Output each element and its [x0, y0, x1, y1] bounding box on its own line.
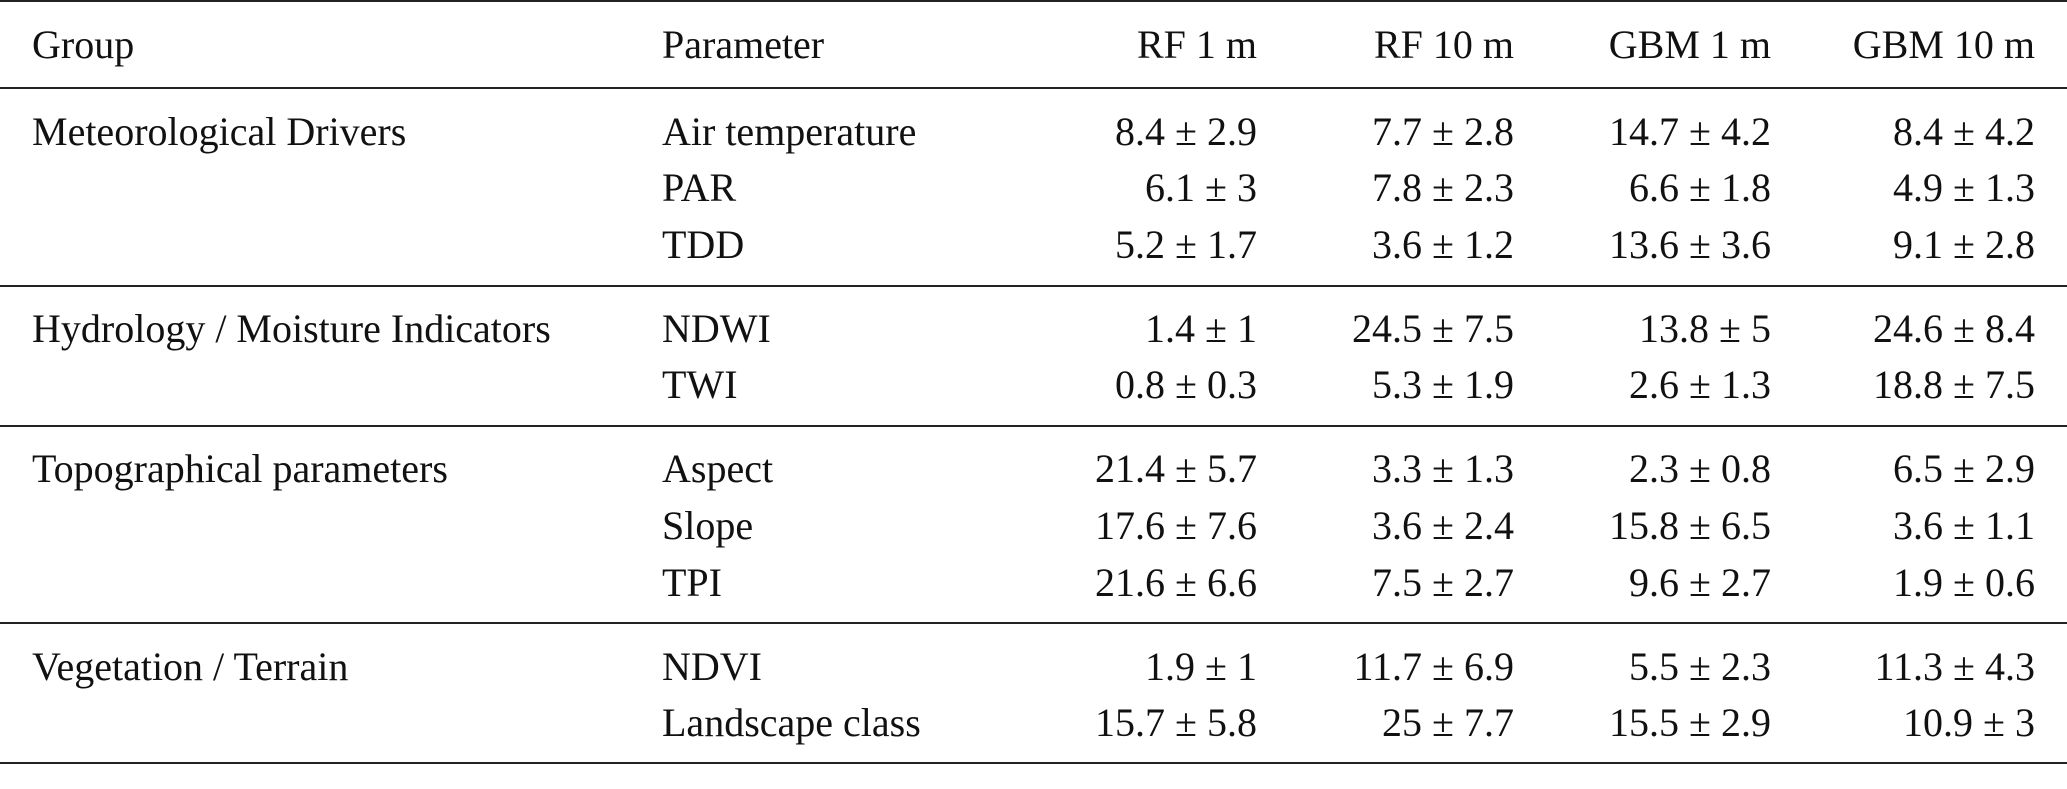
value-cell: 6.1 ± 3 [1145, 165, 1257, 211]
table-row: Landscape class 15.7 ± 5.8 25 ± 7.7 15.5… [0, 694, 2067, 763]
value-cell: 6.5 ± 2.9 [1893, 446, 2035, 491]
table-row: Meteorological Drivers Air temperature 8… [0, 88, 2067, 159]
parameter-cell: TWI [662, 362, 738, 407]
group-label: Topographical parameters [32, 446, 448, 491]
value-cell: 2.6 ± 1.3 [1629, 362, 1771, 407]
section-hydrology: Hydrology / Moisture Indicators NDWI 1.4… [0, 286, 2067, 426]
table-header: Group Parameter RF 1 m RF 10 m GBM 1 m G… [0, 0, 2067, 89]
group-empty [0, 554, 662, 623]
section-meteorological: Meteorological Drivers Air temperature 8… [0, 88, 2067, 286]
section-vegetation: Vegetation / Terrain NDVI 1.9 ± 1 11.7 ±… [0, 623, 2067, 763]
parameter-cell: Aspect [662, 446, 774, 491]
value-cell: 8.4 ± 4.2 [1893, 108, 2035, 154]
value-cell: 14.7 ± 4.2 [1609, 108, 1771, 154]
value-cell: 9.6 ± 2.7 [1629, 559, 1771, 605]
value-cell: 24.5 ± 7.5 [1352, 306, 1514, 351]
value-cell: 5.5 ± 2.3 [1629, 643, 1771, 689]
value-cell: 7.5 ± 2.7 [1372, 559, 1514, 605]
value-cell: 0.8 ± 0.3 [1115, 362, 1257, 407]
value-cell: 11.7 ± 6.9 [1353, 643, 1514, 689]
value-cell: 8.4 ± 2.9 [1115, 108, 1257, 154]
parameter-cell: NDWI [662, 306, 771, 351]
table-row: TWI 0.8 ± 0.3 5.3 ± 1.9 2.6 ± 1.3 18.8 ±… [0, 357, 2067, 426]
value-cell: 3.6 ± 2.4 [1372, 502, 1514, 548]
value-cell: 1.4 ± 1 [1145, 306, 1257, 351]
value-cell: 11.3 ± 4.3 [1874, 643, 2035, 689]
value-cell: 7.7 ± 2.8 [1372, 108, 1514, 154]
header-gbm-10m: GBM 10 m [1771, 0, 2067, 89]
header-rf-1m: RF 1 m [1027, 0, 1257, 89]
group-empty [0, 694, 662, 763]
value-cell: 2.3 ± 0.8 [1629, 446, 1771, 491]
group-empty [0, 357, 662, 426]
table-row: Hydrology / Moisture Indicators NDWI 1.4… [0, 286, 2067, 357]
table-row: TPI 21.6 ± 6.6 7.5 ± 2.7 9.6 ± 2.7 1.9 ±… [0, 554, 2067, 623]
parameter-cell: Landscape class [662, 699, 921, 745]
parameter-cell: Slope [662, 502, 754, 548]
value-cell: 3.6 ± 1.1 [1893, 502, 2035, 548]
value-cell: 15.7 ± 5.8 [1095, 699, 1257, 745]
value-cell: 6.6 ± 1.8 [1629, 165, 1771, 211]
header-row: Group Parameter RF 1 m RF 10 m GBM 1 m G… [0, 0, 2067, 89]
group-label: Hydrology / Moisture Indicators [32, 306, 551, 351]
value-cell: 15.5 ± 2.9 [1609, 699, 1771, 745]
group-label: Vegetation / Terrain [32, 643, 349, 689]
parameter-cell: TPI [662, 559, 722, 605]
value-cell: 4.9 ± 1.3 [1893, 165, 2035, 211]
group-empty [0, 217, 662, 286]
value-cell: 3.6 ± 1.2 [1372, 222, 1514, 267]
value-cell: 21.6 ± 6.6 [1095, 559, 1257, 605]
value-cell: 5.2 ± 1.7 [1115, 222, 1257, 267]
header-group: Group [0, 0, 662, 89]
header-parameter: Parameter [662, 0, 1027, 89]
value-cell: 3.3 ± 1.3 [1372, 446, 1514, 491]
parameter-cell: Air temperature [662, 108, 917, 154]
value-cell: 1.9 ± 0.6 [1893, 559, 2035, 605]
value-cell: 1.9 ± 1 [1145, 643, 1257, 689]
section-topographical: Topographical parameters Aspect 21.4 ± 5… [0, 426, 2067, 623]
header-gbm-1m: GBM 1 m [1514, 0, 1771, 89]
value-cell: 21.4 ± 5.7 [1095, 446, 1257, 491]
parameter-cell: NDVI [662, 643, 762, 689]
parameter-cell: PAR [662, 165, 737, 211]
table-row: Vegetation / Terrain NDVI 1.9 ± 1 11.7 ±… [0, 623, 2067, 694]
value-cell: 18.8 ± 7.5 [1873, 362, 2035, 407]
value-cell: 9.1 ± 2.8 [1893, 222, 2035, 267]
value-cell: 24.6 ± 8.4 [1873, 306, 2035, 351]
value-cell: 17.6 ± 7.6 [1095, 502, 1257, 548]
value-cell: 15.8 ± 6.5 [1609, 502, 1771, 548]
value-cell: 5.3 ± 1.9 [1372, 362, 1514, 407]
header-rf-10m: RF 10 m [1257, 0, 1514, 89]
table-row: Slope 17.6 ± 7.6 3.6 ± 2.4 15.8 ± 6.5 3.… [0, 497, 2067, 555]
value-cell: 10.9 ± 3 [1903, 699, 2035, 745]
parameter-cell: TDD [662, 222, 745, 267]
importance-table: Group Parameter RF 1 m RF 10 m GBM 1 m G… [0, 0, 2067, 763]
group-label: Meteorological Drivers [32, 108, 407, 154]
table-row: PAR 6.1 ± 3 7.8 ± 2.3 6.6 ± 1.8 4.9 ± 1.… [0, 159, 2067, 217]
group-empty [0, 497, 662, 555]
value-cell: 25 ± 7.7 [1382, 699, 1514, 745]
value-cell: 13.6 ± 3.6 [1609, 222, 1771, 267]
value-cell: 7.8 ± 2.3 [1372, 165, 1514, 211]
table-row: Topographical parameters Aspect 21.4 ± 5… [0, 426, 2067, 497]
group-empty [0, 159, 662, 217]
value-cell: 13.8 ± 5 [1639, 306, 1771, 351]
table-row: TDD 5.2 ± 1.7 3.6 ± 1.2 13.6 ± 3.6 9.1 ±… [0, 217, 2067, 286]
